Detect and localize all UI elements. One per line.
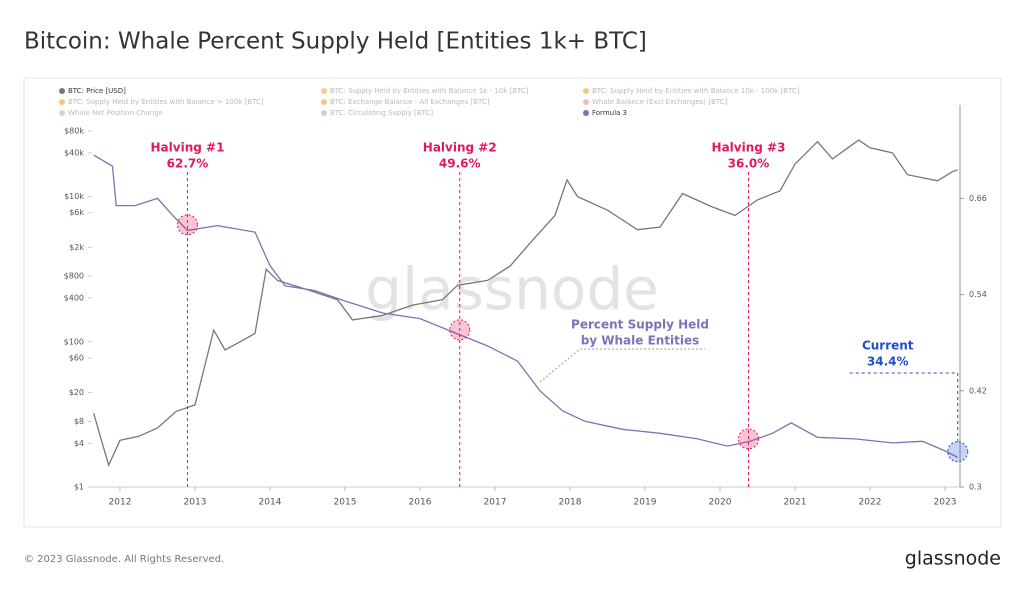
legend-marker xyxy=(59,99,65,105)
legend-marker xyxy=(583,110,589,116)
legend-label: BTC: Supply Held by Entities with Balanc… xyxy=(330,87,529,95)
legend-marker xyxy=(59,110,65,116)
y2-tick-label: 0.66 xyxy=(969,194,987,203)
x-tick-label: 2021 xyxy=(784,498,807,508)
legend-label: Formula 3 xyxy=(592,109,627,117)
y2-tick-label: 0.54 xyxy=(969,290,987,299)
y-tick-label: $8 xyxy=(74,417,84,426)
legend-label: Whale Balance (Excl Exchanges) [BTC] xyxy=(592,98,728,106)
page-title: Bitcoin: Whale Percent Supply Held [Enti… xyxy=(24,29,647,55)
series-label: Percent Supply Held xyxy=(571,318,709,332)
legend-marker xyxy=(583,99,589,105)
y2-tick-label: 0.42 xyxy=(969,386,987,395)
x-tick-label: 2016 xyxy=(409,498,432,508)
x-tick-label: 2019 xyxy=(634,498,657,508)
current-leader xyxy=(849,372,959,442)
annotation-value: 34.4% xyxy=(867,355,909,369)
copyright: © 2023 Glassnode. All Rights Reserved. xyxy=(24,554,224,565)
y-tick-label: $100 xyxy=(64,337,84,346)
legend-marker xyxy=(321,88,327,94)
annotation-value: 36.0% xyxy=(728,157,770,171)
y-tick-label: $80k xyxy=(64,127,84,136)
x-tick-label: 2017 xyxy=(484,498,507,508)
legend-label: BTC: Supply Held by Entities with Balanc… xyxy=(68,98,264,106)
y-tick-label: $1 xyxy=(74,483,84,492)
legend-marker xyxy=(321,99,327,105)
annotation-label: Current xyxy=(862,339,914,353)
legend-label: BTC: Price [USD] xyxy=(68,87,126,95)
legend-marker xyxy=(59,88,65,94)
x-tick-label: 2022 xyxy=(859,498,882,508)
annotation-point xyxy=(947,441,969,463)
annotation-point xyxy=(737,428,759,450)
annotation-label: Halving #2 xyxy=(423,141,497,155)
legend-marker xyxy=(321,110,327,116)
y-tick-label: $6k xyxy=(69,208,84,217)
y2-tick-label: 0.3 xyxy=(969,483,982,492)
label-leader xyxy=(539,348,705,383)
annotation-value: 49.6% xyxy=(439,157,481,171)
x-tick-label: 2013 xyxy=(184,498,207,508)
legend-label: BTC: Supply Held by Entities with Balanc… xyxy=(592,87,800,95)
chart-frame xyxy=(23,77,1002,528)
y-tick-label: $4 xyxy=(74,439,84,448)
watermark: glassnode xyxy=(365,255,659,323)
legend-marker xyxy=(583,88,589,94)
y-tick-label: $40k xyxy=(64,148,84,157)
series-line xyxy=(93,154,958,458)
y-tick-label: $20 xyxy=(69,388,84,397)
y-tick-label: $400 xyxy=(64,294,84,303)
x-tick-label: 2023 xyxy=(934,498,957,508)
y-tick-label: $2k xyxy=(69,243,84,252)
y-tick-label: $60 xyxy=(69,353,84,362)
legend-label: Whale Net Position Change xyxy=(68,109,163,117)
y-tick-label: $10k xyxy=(64,192,84,201)
annotation-label: Halving #3 xyxy=(712,141,786,155)
legend-label: BTC: Exchange Balance - All Exchanges [B… xyxy=(330,98,490,106)
logo: glassnode xyxy=(905,548,1001,570)
y-tick-label: $800 xyxy=(64,272,84,281)
annotation-value: 62.7% xyxy=(167,157,209,171)
x-tick-label: 2015 xyxy=(334,498,357,508)
x-tick-label: 2014 xyxy=(259,498,282,508)
x-tick-label: 2018 xyxy=(559,498,582,508)
x-tick-label: 2012 xyxy=(109,498,132,508)
annotation-point xyxy=(449,319,471,341)
x-tick-label: 2020 xyxy=(709,498,732,508)
annotation-label: Halving #1 xyxy=(151,141,225,155)
annotation-point xyxy=(176,214,198,236)
series-line xyxy=(93,139,958,467)
legend-label: BTC: Circulating Supply [BTC] xyxy=(330,109,433,117)
series-label: by Whale Entities xyxy=(581,334,700,348)
